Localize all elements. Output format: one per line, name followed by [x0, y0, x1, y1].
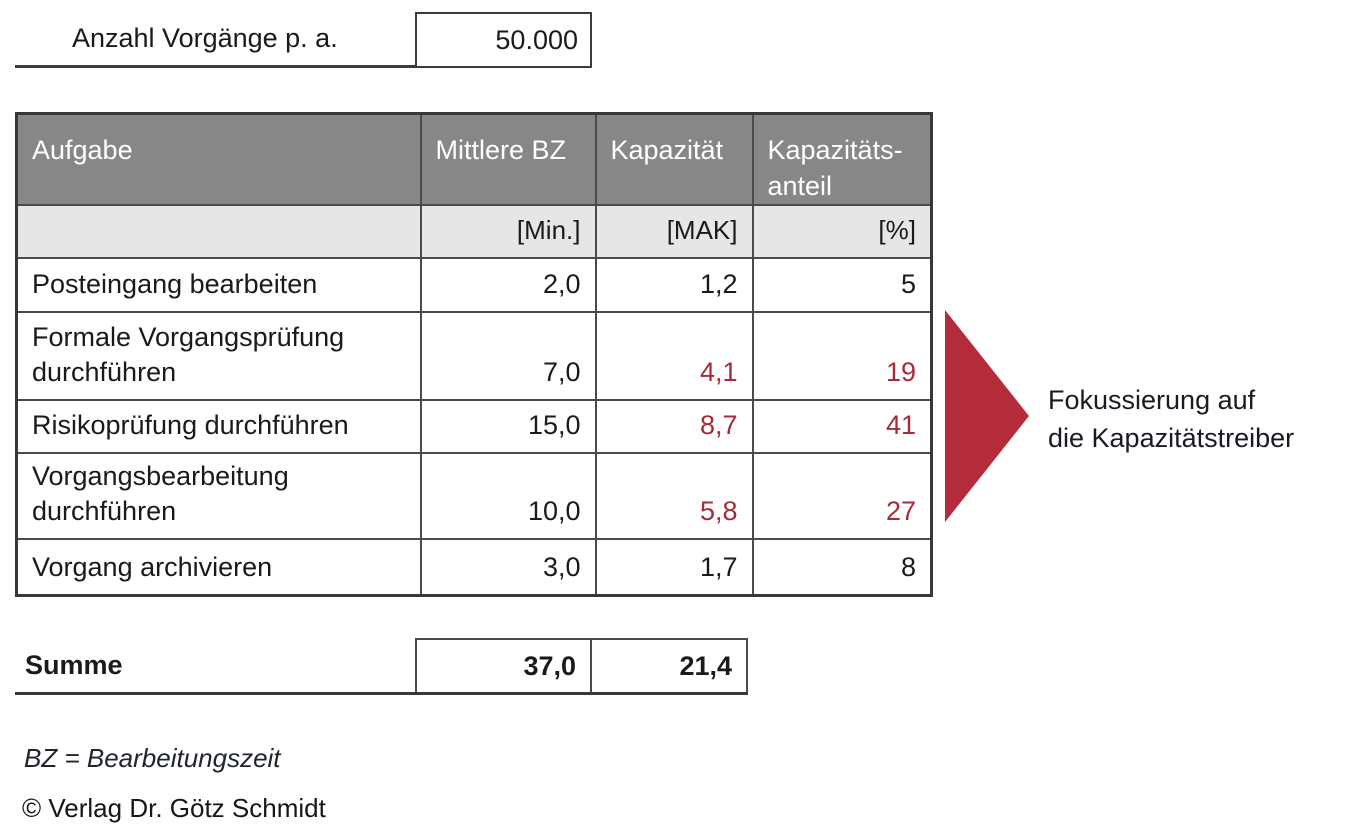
table-row: Vorgang archivieren 3,0 1,7 8	[15, 538, 933, 596]
copyright-notice: © Verlag Dr. Götz Schmidt	[22, 793, 326, 823]
task-name-cell: Vorgang archivieren	[15, 538, 422, 596]
table-row: Formale Vorgangsprüfung durchführen 7,0 …	[15, 311, 933, 401]
anzahl-vorgaenge-row: Anzahl Vorgänge p. a. 50.000	[15, 12, 592, 68]
kapazitaet-cell: 8,7	[594, 399, 754, 454]
mittlere-bz-cell: 7,0	[419, 311, 597, 401]
table-row: Risikoprüfung durchführen 15,0 8,7 41	[15, 399, 933, 454]
task-name-cell: Posteingang bearbeiten	[15, 257, 422, 313]
task-name-cell: Formale Vorgangsprüfung durchführen	[15, 311, 422, 401]
column-header-kapazitaet: Kapazität	[594, 112, 754, 206]
kapazitaet-cell: 4,1	[594, 311, 754, 401]
task-name-cell: Vorgangsbearbeitung durchführen	[15, 452, 422, 540]
focus-annotation-line1: Fokussierung auf	[1048, 385, 1256, 415]
anzahl-vorgaenge-value: 50.000	[415, 12, 592, 68]
column-header-kapazitaetsanteil: Kapazitäts- anteil	[751, 112, 933, 206]
summary-bz-total: 37,0	[415, 638, 592, 692]
arrow-triangle	[945, 310, 1029, 522]
focus-annotation: Fokussierung auf die Kapazitätstreiber	[1048, 381, 1294, 457]
task-name-cell: Risikoprüfung durchführen	[15, 399, 422, 454]
kapazitaet-cell: 5,8	[594, 452, 754, 540]
column-header-aufgabe: Aufgabe	[15, 112, 422, 206]
kapazitaetsanteil-cell: 27	[751, 452, 933, 540]
capacity-table: Aufgabe Mittlere BZ Kapazität Kapazitäts…	[15, 112, 933, 597]
summary-row: Summe 37,0 21,4	[15, 638, 748, 695]
kapazitaet-cell: 1,2	[594, 257, 754, 313]
kapazitaetsanteil-cell: 19	[751, 311, 933, 401]
summary-kapazitaet-total: 21,4	[592, 638, 748, 692]
mittlere-bz-cell: 10,0	[419, 452, 597, 540]
bz-abbreviation-note: BZ = Bearbeitungszeit	[24, 743, 281, 773]
kapazitaet-cell: 1,7	[594, 538, 754, 596]
focus-arrow-icon	[945, 310, 1029, 522]
unit-mak: [MAK]	[594, 204, 754, 259]
kapazitaetsanteil-cell: 5	[751, 257, 933, 313]
focus-annotation-line2: die Kapazitätstreiber	[1048, 423, 1295, 453]
column-header-mittlere-bz: Mittlere BZ	[419, 112, 597, 206]
anzahl-vorgaenge-label: Anzahl Vorgänge p. a.	[15, 12, 415, 68]
header-row: Aufgabe Mittlere BZ Kapazität Kapazitäts…	[15, 112, 933, 206]
table-row: Vorgangsbearbeitung durchführen 10,0 5,8…	[15, 452, 933, 540]
mittlere-bz-cell: 15,0	[419, 399, 597, 454]
unit-percent: [%]	[751, 204, 933, 259]
kapazitaetsanteil-cell: 41	[751, 399, 933, 454]
unit-empty	[15, 204, 422, 259]
units-row: [Min.] [MAK] [%]	[15, 204, 933, 259]
mittlere-bz-cell: 3,0	[419, 538, 597, 596]
summary-label: Summe	[25, 649, 123, 680]
kapazitaetsanteil-cell: 8	[751, 538, 933, 596]
unit-min: [Min.]	[419, 204, 597, 259]
mittlere-bz-cell: 2,0	[419, 257, 597, 313]
table-row: Posteingang bearbeiten 2,0 1,2 5	[15, 257, 933, 313]
